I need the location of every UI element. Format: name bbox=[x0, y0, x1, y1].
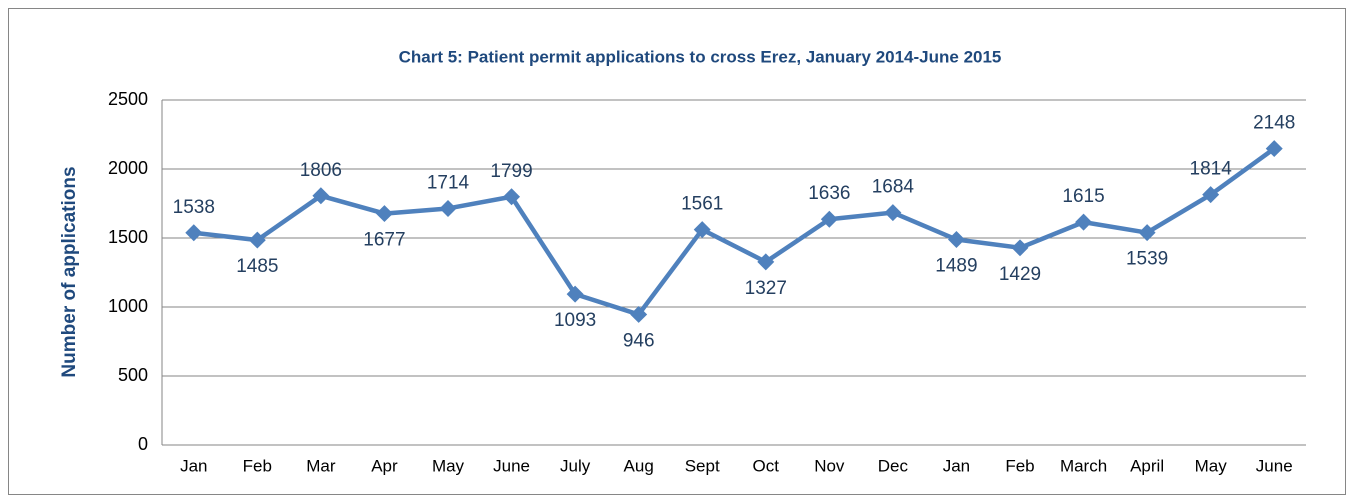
y-tick-label: 0 bbox=[138, 434, 148, 454]
marker bbox=[439, 199, 457, 217]
x-tick-label: Apr bbox=[371, 456, 398, 475]
x-tick-label: May bbox=[1195, 456, 1228, 475]
marker bbox=[693, 221, 711, 239]
y-tick-label: 2500 bbox=[108, 89, 148, 109]
x-tick-label: June bbox=[493, 456, 530, 475]
data-label: 1485 bbox=[236, 256, 278, 277]
x-tick-label: Aug bbox=[624, 456, 654, 475]
x-tick-label: April bbox=[1130, 456, 1164, 475]
marker bbox=[820, 210, 838, 228]
data-label: 1814 bbox=[1190, 159, 1233, 180]
data-label: 1489 bbox=[935, 256, 977, 277]
chart-border bbox=[8, 8, 1346, 495]
data-label: 946 bbox=[623, 330, 655, 351]
y-axis-label: Number of applications bbox=[59, 166, 80, 377]
data-label: 1093 bbox=[554, 310, 596, 331]
x-tick-label: Mar bbox=[306, 456, 336, 475]
x-tick-label: Sept bbox=[685, 456, 720, 475]
data-label: 1538 bbox=[173, 197, 215, 218]
data-label: 1714 bbox=[427, 172, 470, 193]
x-tick-label: Jan bbox=[943, 456, 970, 475]
x-tick-label: Nov bbox=[814, 456, 845, 475]
marker bbox=[566, 285, 584, 303]
y-tick-label: 2000 bbox=[108, 158, 148, 178]
chart-title: Chart 5: Patient permit applications to … bbox=[399, 47, 1002, 66]
data-label: 1636 bbox=[808, 183, 850, 204]
marker bbox=[503, 188, 521, 206]
x-tick-label: Oct bbox=[753, 456, 780, 475]
x-tick-label: Dec bbox=[878, 456, 909, 475]
marker bbox=[312, 187, 330, 205]
marker bbox=[757, 253, 775, 271]
x-tick-label: July bbox=[560, 456, 591, 475]
marker bbox=[884, 204, 902, 222]
data-label: 1561 bbox=[681, 194, 723, 215]
marker bbox=[185, 224, 203, 242]
x-tick-label: March bbox=[1060, 456, 1107, 475]
data-label: 1429 bbox=[999, 264, 1041, 285]
x-tick-label: Feb bbox=[243, 456, 272, 475]
x-tick-label: June bbox=[1256, 456, 1293, 475]
y-tick-label: 1500 bbox=[108, 227, 148, 247]
data-label: 1327 bbox=[745, 278, 787, 299]
data-label: 1539 bbox=[1126, 249, 1168, 270]
marker bbox=[630, 305, 648, 323]
data-label: 1677 bbox=[363, 230, 405, 251]
y-tick-label: 1000 bbox=[108, 296, 148, 316]
marker bbox=[375, 205, 393, 223]
data-label: 1684 bbox=[872, 177, 915, 198]
y-tick-label: 500 bbox=[118, 365, 148, 385]
marker bbox=[248, 231, 266, 249]
x-tick-label: Feb bbox=[1005, 456, 1034, 475]
data-label: 1615 bbox=[1062, 186, 1104, 207]
data-label: 1806 bbox=[300, 160, 342, 181]
data-label: 2148 bbox=[1253, 113, 1295, 134]
x-tick-label: Jan bbox=[180, 456, 207, 475]
x-tick-label: May bbox=[432, 456, 465, 475]
line-series bbox=[193, 146, 1276, 317]
marker bbox=[947, 231, 965, 249]
data-label: 1799 bbox=[490, 161, 532, 182]
